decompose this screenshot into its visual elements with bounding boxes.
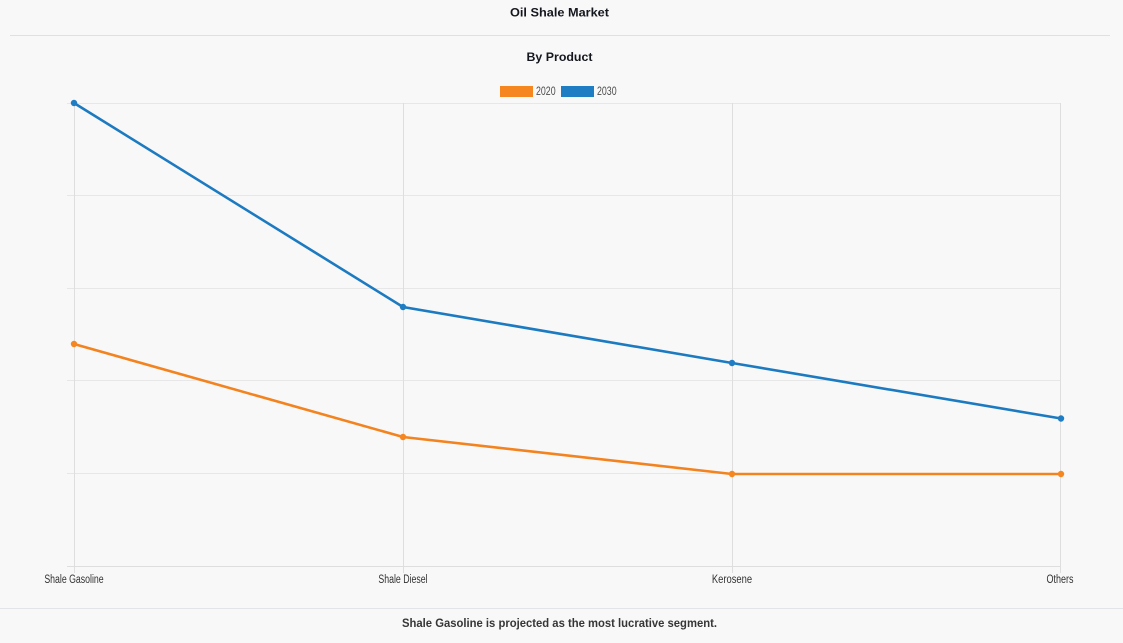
svg-text:2030: 2030 [597,84,617,98]
svg-text:2020: 2020 [536,84,556,98]
svg-text:Shale Gasoline: Shale Gasoline [44,574,103,586]
svg-text:Kerosene: Kerosene [712,574,752,586]
svg-text:By Product: By Product [527,50,593,64]
svg-text:Shale Gasoline is projected as: Shale Gasoline is projected as the most … [402,616,717,630]
svg-text:Others: Others [1047,574,1074,586]
svg-text:Shale Diesel: Shale Diesel [378,574,427,586]
svg-text:Oil Shale Market: Oil Shale Market [510,6,609,20]
